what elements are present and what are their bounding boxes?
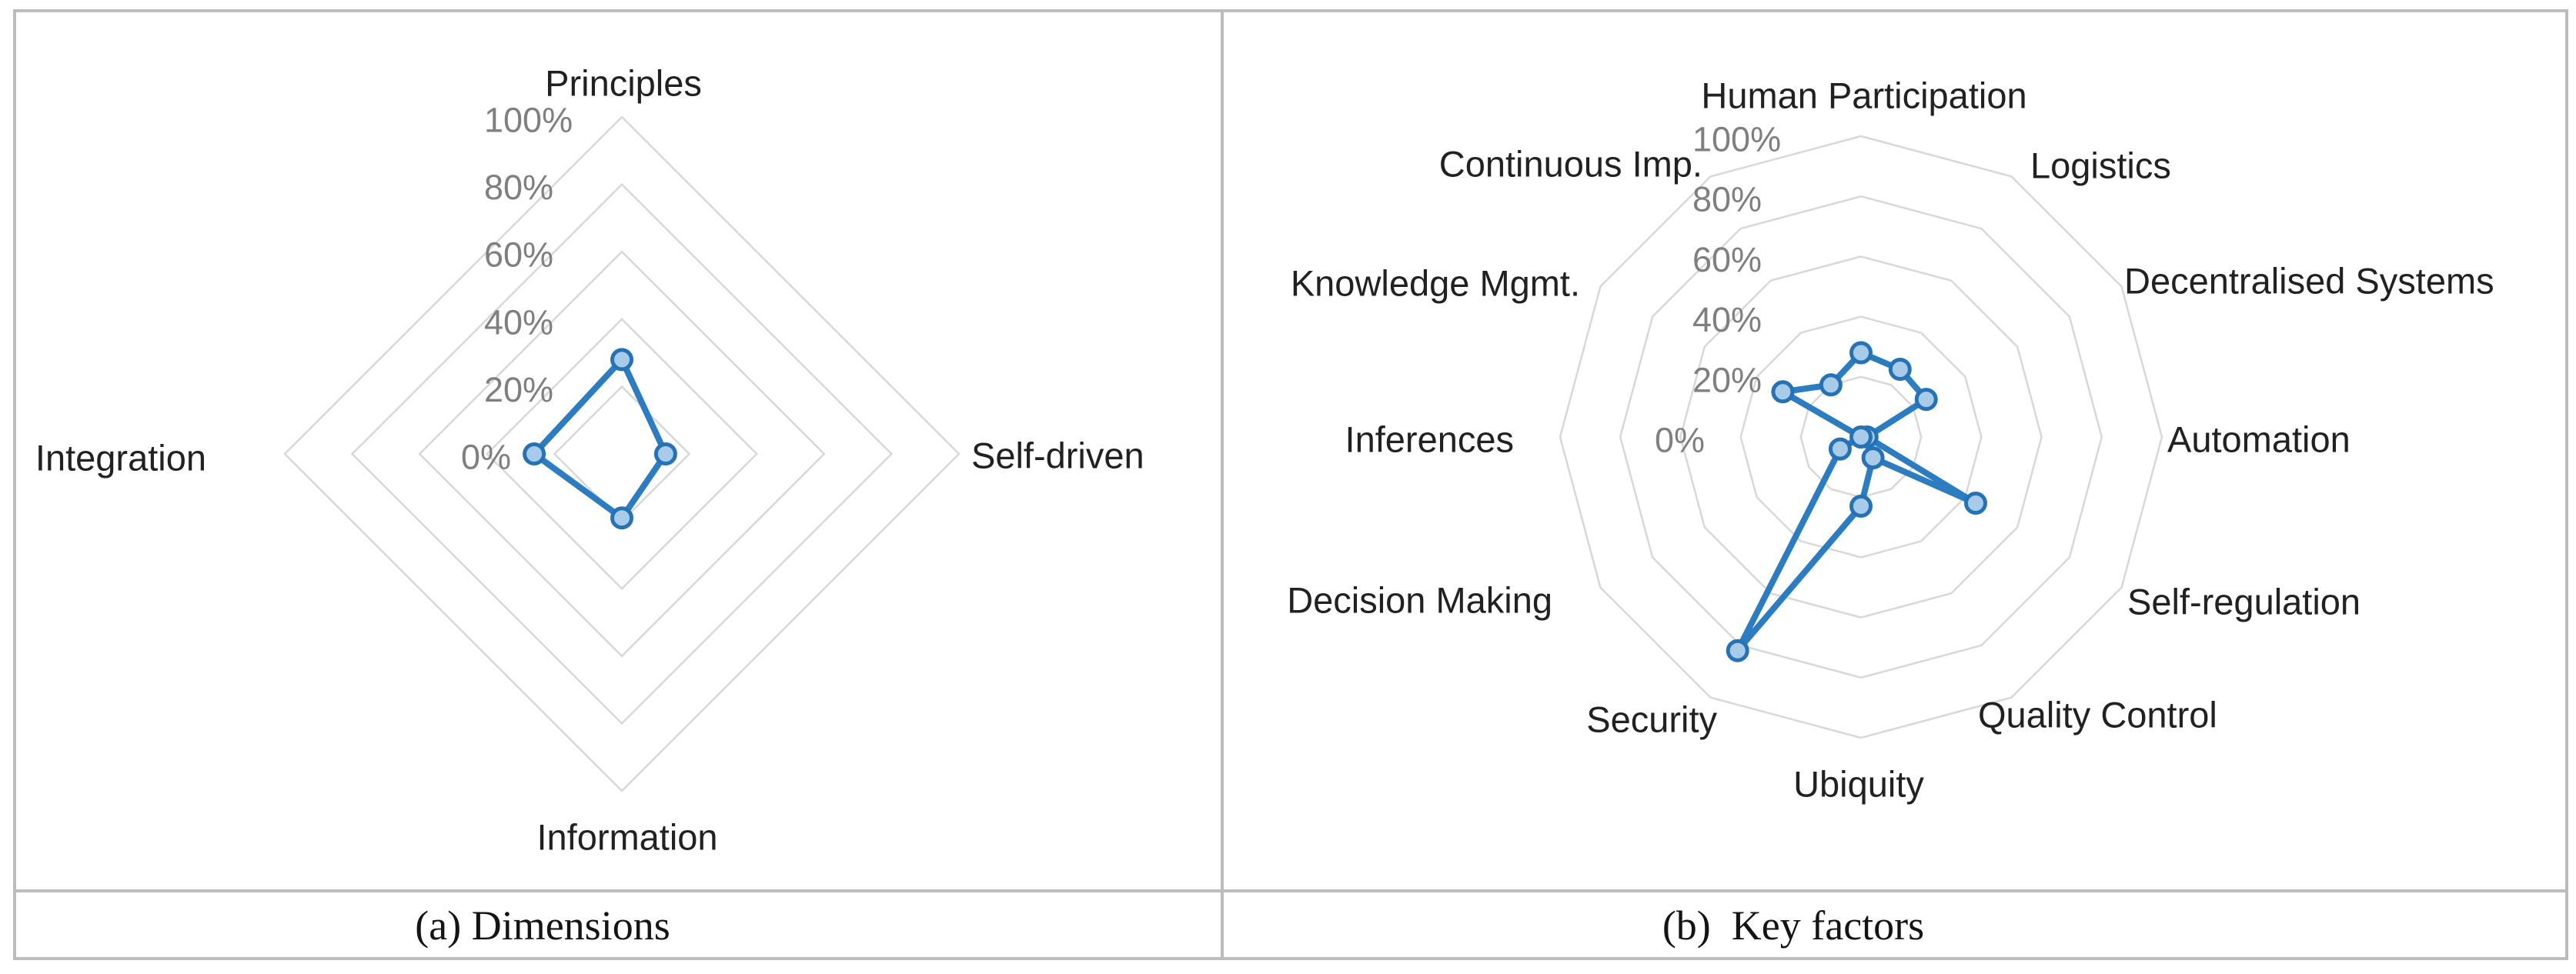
- data-point-10: [1771, 380, 1795, 404]
- radar-chart-a: 0% 20% 40% 60% 80% 100%Principles Self-driven I…: [35, 63, 1144, 858]
- category-label-self-regulation: Self-regulation: [2127, 582, 2360, 622]
- category-label-principles: Principles: [545, 63, 702, 104]
- tick-label-40pct: 40%: [484, 302, 553, 342]
- category-label-logistics: Logistics: [2030, 145, 2171, 186]
- category-label-knowledge-mgmt: Knowledge Mgmt.: [1291, 263, 1580, 304]
- grid-ring-40: [1739, 315, 1983, 559]
- tick-label-60pct: 60%: [484, 235, 553, 275]
- tick-label-0pct: 0%: [1655, 421, 1705, 460]
- panel-divider: [1221, 9, 1224, 960]
- grid-ring-100: [1559, 135, 2163, 739]
- data-point-2: [610, 506, 633, 530]
- data-point-4: [1964, 492, 1987, 515]
- data-point-0: [610, 348, 633, 372]
- tick-label-80pct: 80%: [1692, 180, 1762, 219]
- grid-ring-100: [283, 115, 961, 792]
- grid-ring-80: [350, 182, 894, 725]
- category-label-decentralised-systems: Decentralised Systems: [2124, 261, 2494, 302]
- category-label-automation: Automation: [2167, 419, 2350, 460]
- category-label-ubiquity: Ubiquity: [1793, 764, 1924, 805]
- data-polygon: [531, 356, 669, 522]
- category-label-security: Security: [1586, 699, 1717, 740]
- data-point-8: [1828, 437, 1852, 461]
- data-point-1: [1888, 358, 1912, 381]
- category-label-quality-control: Quality Control: [1978, 695, 2217, 736]
- category-label-human-participation: Human Participation: [1701, 75, 2026, 116]
- data-point-11: [1819, 373, 1843, 397]
- tick-label-20pct: 20%: [484, 370, 553, 409]
- data-point-5: [1861, 446, 1885, 470]
- category-label-inferences: Inferences: [1345, 419, 1514, 460]
- data-point-1: [653, 442, 677, 465]
- caption-a: (a) Dimensions: [415, 902, 670, 949]
- tick-label-100pct: 100%: [484, 101, 573, 140]
- data-point-6: [1849, 494, 1873, 518]
- tick-label-40pct: 40%: [1692, 300, 1762, 339]
- category-label-integration: Integration: [35, 438, 206, 479]
- grid-ring-40: [486, 318, 758, 590]
- tick-label-100pct: 100%: [1692, 120, 1781, 159]
- tick-label-0pct: 0%: [461, 438, 511, 477]
- caption-b: (b) Key factors: [1662, 902, 1925, 949]
- grid-ring-80: [1619, 195, 2103, 679]
- grid-ring-60: [1679, 255, 2043, 619]
- tick-label-80pct: 80%: [484, 168, 553, 207]
- tick-label-20pct: 20%: [1692, 360, 1762, 399]
- figure-border: [13, 9, 2568, 960]
- category-label-information: Information: [536, 817, 717, 858]
- data-point-0: [1849, 341, 1873, 365]
- category-label-continuous-imp: Continuous Imp.: [1439, 144, 1702, 185]
- caption-separator: [13, 889, 2568, 892]
- category-label-decision-making: Decision Making: [1287, 580, 1552, 621]
- category-label-self-driven: Self-driven: [971, 435, 1144, 476]
- data-point-9: [1849, 425, 1873, 449]
- tick-label-60pct: 60%: [1692, 240, 1762, 279]
- data-point-2: [1914, 388, 1938, 412]
- data-point-3: [523, 442, 546, 465]
- radar-chart-b: 0% 20% 40% 60% 80% 100% Human ParticipationLog…: [1287, 75, 2494, 805]
- grid-ring-60: [418, 250, 826, 658]
- data-point-7: [1726, 639, 1749, 662]
